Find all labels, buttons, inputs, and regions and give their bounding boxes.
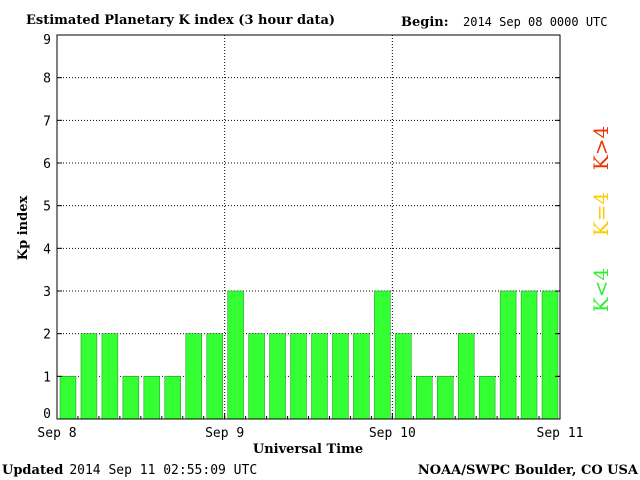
kp-bar <box>59 376 77 420</box>
y-tick-label: 1 <box>43 370 51 385</box>
kp-bar <box>416 376 433 420</box>
legend-item-k-eq-4: K=4 <box>589 192 613 236</box>
x-axis-title: Universal Time <box>253 442 363 457</box>
grid-lines <box>57 35 560 419</box>
y-axis-title: Kp index <box>16 196 31 261</box>
begin-value: 2014 Sep 08 0000 UTC <box>463 15 608 29</box>
kp-bar <box>164 376 182 420</box>
footer-credit: NOAA/SWPC Boulder, CO USA <box>418 463 639 478</box>
kp-bar <box>499 290 517 420</box>
legend-item-k-lt-4: K<4 <box>589 268 613 312</box>
kp-bar <box>457 333 475 420</box>
y-tick-label: 3 <box>43 285 51 300</box>
updated-label: Updated <box>2 463 63 478</box>
kp-bar <box>520 290 538 420</box>
bars <box>59 290 559 420</box>
legend: K<4 K=4 K>4 <box>589 126 613 312</box>
y-tick-label: 0 <box>43 407 51 422</box>
y-tick-label: 8 <box>43 72 51 87</box>
y-tick-label: 4 <box>43 242 51 257</box>
kp-bar <box>248 333 265 420</box>
plot-frame <box>56 34 561 420</box>
kp-bar <box>374 290 391 420</box>
y-tick-label: 2 <box>43 328 51 343</box>
x-ticks: Sep 8 Sep 9 Sep 10 Sep 11 <box>37 413 583 441</box>
kp-bar <box>122 376 140 420</box>
kp-bar <box>206 333 223 420</box>
legend-item-k-gt-4: K>4 <box>589 126 613 170</box>
kp-bar <box>395 333 412 420</box>
kp-bar <box>227 290 244 420</box>
kp-bar <box>143 376 161 420</box>
kp-bar <box>269 333 286 420</box>
kp-bar <box>353 333 370 420</box>
kp-bar <box>80 333 98 420</box>
kp-bar <box>541 290 559 420</box>
y-tick-label: 6 <box>43 157 51 172</box>
y-tick-label: 7 <box>43 114 51 129</box>
kp-bar <box>437 376 454 420</box>
x-tick-label: Sep 10 <box>369 426 416 441</box>
x-tick-label: Sep 9 <box>205 426 244 441</box>
footer-updated: Updated 2014 Sep 11 02:55:09 UTC <box>2 463 257 478</box>
kp-bar <box>478 376 496 420</box>
kp-bar <box>311 333 328 420</box>
begin-label: Begin: <box>401 15 449 30</box>
kp-bar <box>332 333 349 420</box>
kp-bar <box>185 333 202 420</box>
y-tick-label: 5 <box>43 200 51 215</box>
chart-title: Estimated Planetary K index (3 hour data… <box>26 13 335 28</box>
updated-value: 2014 Sep 11 02:55:09 UTC <box>69 463 257 478</box>
x-tick-label: Sep 8 <box>37 426 76 441</box>
kp-bar <box>290 333 307 420</box>
kp-bar <box>101 333 119 420</box>
x-tick-label: Sep 11 <box>537 426 584 441</box>
y-tick-label: 9 <box>43 33 51 48</box>
y-ticks: 0 1 2 3 4 5 6 7 8 9 <box>43 33 560 422</box>
